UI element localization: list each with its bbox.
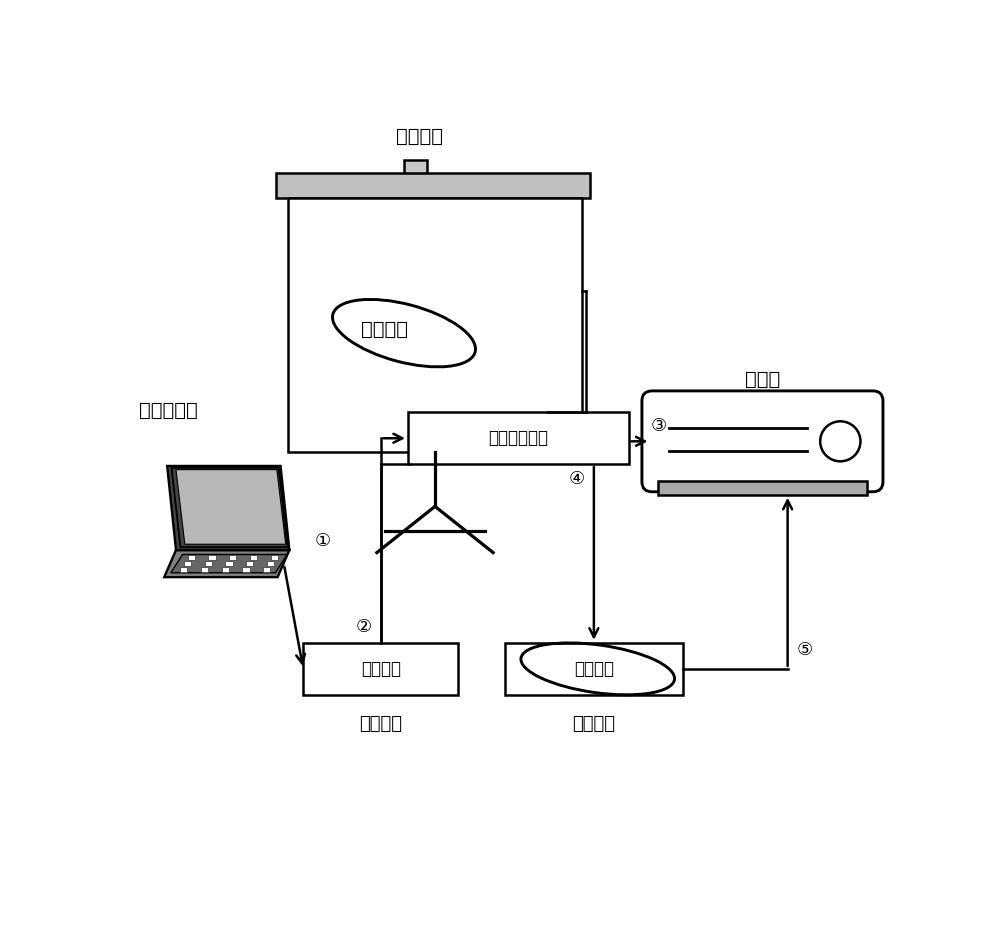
- FancyBboxPatch shape: [408, 412, 629, 464]
- Text: 视频会议: 视频会议: [361, 660, 401, 678]
- FancyBboxPatch shape: [208, 555, 216, 560]
- FancyBboxPatch shape: [188, 555, 195, 560]
- FancyBboxPatch shape: [658, 481, 867, 495]
- FancyBboxPatch shape: [505, 643, 683, 695]
- FancyBboxPatch shape: [201, 567, 208, 572]
- FancyBboxPatch shape: [180, 567, 187, 572]
- Text: 视频会议系统: 视频会议系统: [488, 429, 548, 447]
- FancyBboxPatch shape: [229, 555, 236, 560]
- FancyBboxPatch shape: [184, 562, 191, 566]
- FancyBboxPatch shape: [303, 643, 458, 695]
- FancyBboxPatch shape: [642, 391, 883, 492]
- Polygon shape: [167, 466, 289, 550]
- FancyBboxPatch shape: [271, 555, 278, 560]
- FancyBboxPatch shape: [263, 567, 270, 572]
- FancyBboxPatch shape: [242, 567, 250, 572]
- Text: ⑤: ⑤: [797, 641, 813, 659]
- Text: 白色幕布: 白色幕布: [396, 127, 443, 146]
- Text: 视频会议: 视频会议: [574, 660, 614, 678]
- Text: 二级缓存: 二级缓存: [572, 715, 615, 733]
- Text: ①: ①: [315, 532, 331, 550]
- Text: 一级缓存: 一级缓存: [359, 715, 402, 733]
- FancyBboxPatch shape: [276, 173, 590, 199]
- FancyBboxPatch shape: [288, 199, 582, 453]
- Polygon shape: [164, 550, 289, 577]
- Text: ②: ②: [356, 618, 372, 636]
- Text: 视频会议: 视频会议: [361, 320, 408, 339]
- FancyBboxPatch shape: [267, 562, 274, 566]
- FancyBboxPatch shape: [225, 562, 233, 566]
- FancyBboxPatch shape: [222, 567, 229, 572]
- Circle shape: [820, 422, 860, 461]
- FancyBboxPatch shape: [250, 555, 257, 560]
- Polygon shape: [171, 554, 287, 573]
- Text: 投影仪: 投影仪: [745, 370, 780, 389]
- Text: ④: ④: [569, 470, 585, 488]
- FancyBboxPatch shape: [404, 160, 427, 175]
- Text: ③: ③: [650, 417, 666, 435]
- Text: 笔记本电脑: 笔记本电脑: [139, 401, 198, 420]
- Polygon shape: [176, 470, 286, 544]
- FancyBboxPatch shape: [205, 562, 212, 566]
- FancyBboxPatch shape: [246, 562, 253, 566]
